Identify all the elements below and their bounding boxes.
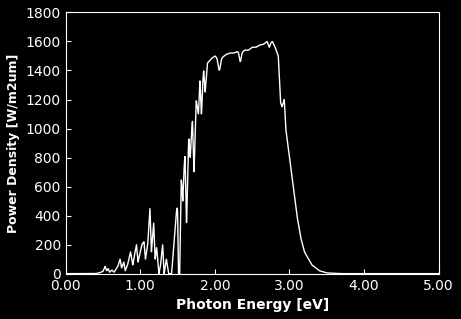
Y-axis label: Power Density [W/m2um]: Power Density [W/m2um] [7, 53, 20, 233]
X-axis label: Photon Energy [eV]: Photon Energy [eV] [176, 298, 329, 312]
